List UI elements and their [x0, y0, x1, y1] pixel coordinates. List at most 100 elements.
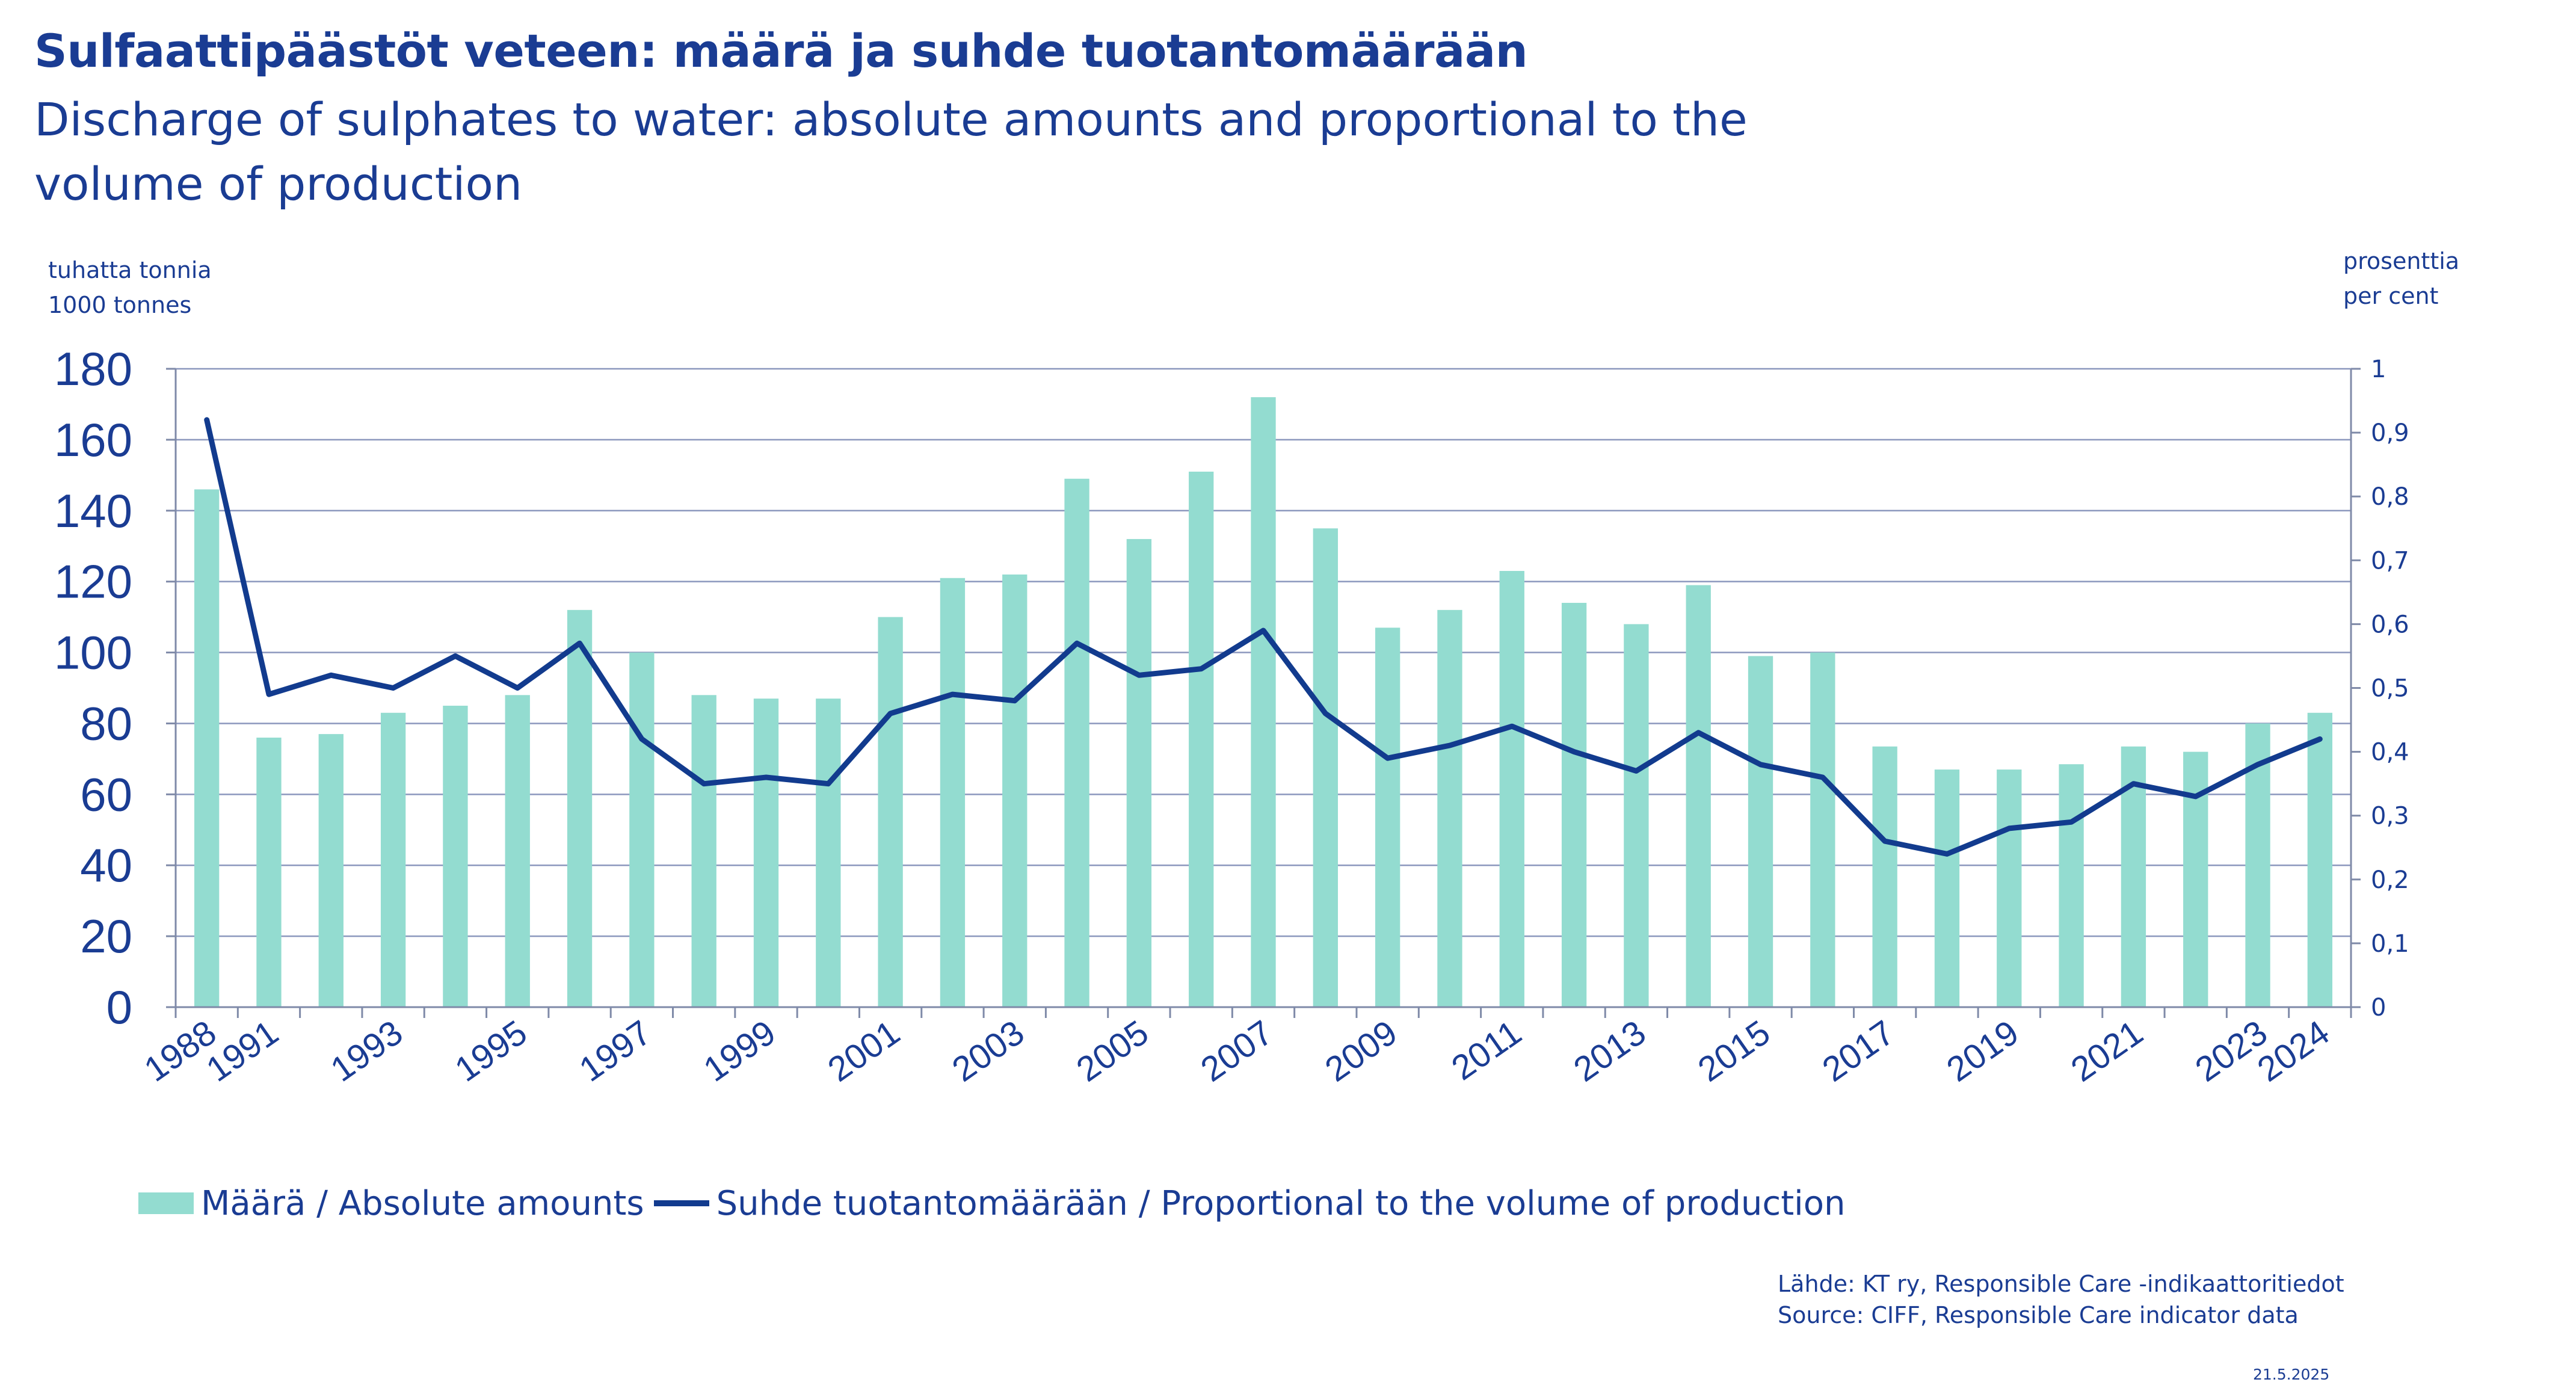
bar [753, 698, 779, 1007]
line-series [204, 417, 2323, 857]
legend-line-label: Suhde tuotantomäärään / Proportional to … [716, 1183, 1846, 1223]
line-point [765, 777, 767, 779]
left-tick-label: 40 [80, 839, 132, 892]
line-point [641, 738, 642, 740]
line-point [1200, 668, 1202, 670]
line-point [890, 712, 892, 714]
bar-series [194, 397, 2333, 1007]
left-tick-label: 60 [80, 768, 132, 821]
bar [1686, 585, 1711, 1007]
line-point [1884, 840, 1886, 842]
x-tick-label: 2007 [1194, 1013, 1280, 1089]
legend-bar-label: Määrä / Absolute amounts [201, 1183, 644, 1223]
bar [567, 609, 593, 1007]
bar [1126, 538, 1152, 1007]
line-point [1511, 726, 1513, 727]
line-point [454, 655, 456, 657]
tick-labels: 0 20 40 60 80 100 120 140 160 180 0 0,1 0,2 0,3 0,4 0,5… [54, 342, 2409, 1090]
chart-subtitle: Discharge of sulphates to water: absolut… [34, 93, 1748, 211]
line-point [517, 687, 519, 689]
line-point [206, 419, 208, 421]
right-tick-label: 0,3 [2371, 803, 2409, 830]
right-tick-label: 0,4 [2371, 739, 2409, 766]
left-unit-fi: tuhatta tonnia [48, 257, 212, 283]
left-axis-unit: tuhatta tonnia 1000 tonnes [48, 253, 212, 322]
right-tick-label: 0 [2371, 994, 2386, 1022]
line-point [1449, 744, 1450, 746]
right-tick-label: 0,8 [2371, 483, 2409, 511]
legend: Määrä / Absolute amounts Suhde tuotantom… [138, 1179, 1845, 1227]
right-unit-fi: prosenttia [2343, 248, 2460, 274]
x-tick-label: 2017 [1816, 1013, 1902, 1089]
left-unit-en: 1000 tonnes [48, 292, 192, 318]
left-tick-label: 80 [80, 697, 132, 750]
line-point [2257, 763, 2259, 765]
line-point [1387, 757, 1388, 759]
date-label: 21.5.2025 [2253, 1366, 2330, 1383]
bar [691, 695, 716, 1007]
line-point [2195, 795, 2196, 797]
line-point [2319, 738, 2321, 740]
legend-item-line: Suhde tuotantomäärään / Proportional to … [653, 1183, 1846, 1223]
x-tick-label: 1993 [324, 1013, 410, 1089]
legend-item-bars: Määrä / Absolute amounts [138, 1184, 644, 1223]
line-point [330, 674, 332, 676]
x-tick-label: 2015 [1691, 1013, 1777, 1089]
axes [166, 368, 2361, 1018]
bar [1934, 769, 1960, 1007]
bar [2307, 712, 2333, 1007]
line-point [827, 783, 829, 785]
x-tick-label: 2009 [1318, 1013, 1404, 1089]
x-tick-label: 2013 [1567, 1013, 1653, 1089]
line-swatch [653, 1200, 709, 1206]
bar [816, 698, 841, 1007]
left-tick-label: 160 [54, 413, 132, 466]
x-tick-label: 1999 [697, 1013, 783, 1089]
bar-swatch [138, 1192, 194, 1214]
line-point [392, 687, 394, 689]
left-tick-label: 140 [54, 484, 132, 537]
bar [1313, 528, 1338, 1007]
right-tick-label: 0,1 [2371, 930, 2409, 958]
left-tick-label: 20 [80, 910, 132, 963]
bar [380, 712, 406, 1007]
x-tick-label: 2019 [1940, 1013, 2026, 1089]
bar [1872, 746, 1897, 1007]
x-tick-label: 2005 [1070, 1013, 1156, 1089]
bar [1810, 652, 1835, 1007]
bar [256, 738, 282, 1007]
bar [2059, 764, 2084, 1007]
bar [1561, 603, 1587, 1007]
line-point [1138, 674, 1140, 676]
right-tick-label: 0,7 [2371, 547, 2409, 575]
right-tick-label: 0,2 [2371, 866, 2409, 894]
x-tick-label: 1991 [199, 1013, 285, 1089]
left-tick-label: 180 [54, 342, 132, 395]
line-point [1076, 643, 1078, 644]
left-tick-label: 120 [54, 555, 132, 608]
right-tick-label: 1 [2371, 356, 2386, 383]
x-tick-label: 2003 [945, 1013, 1031, 1089]
x-tick-label: 2024 [2251, 1013, 2337, 1089]
line-point [1635, 770, 1637, 772]
line-point [1698, 732, 1699, 733]
line-point [1263, 630, 1264, 632]
bar [1189, 471, 1214, 1007]
bar [443, 705, 468, 1007]
left-tick-label: 0 [106, 981, 132, 1034]
x-tick-label: 2011 [1444, 1013, 1528, 1088]
bar [878, 617, 903, 1007]
x-tick-label: 2021 [2064, 1013, 2150, 1089]
right-tick-label: 0,9 [2371, 419, 2409, 447]
line-point [1822, 777, 1823, 779]
bar [629, 652, 655, 1007]
left-tick-label: 100 [54, 626, 132, 679]
chart-title: Sulfaattipäästöt veteen: määrä ja suhde … [34, 24, 1528, 78]
x-tick-label: 1997 [572, 1013, 658, 1089]
x-tick-label: 2001 [821, 1013, 907, 1089]
line-point [1325, 712, 1327, 714]
bar [940, 578, 966, 1007]
bar [1375, 628, 1400, 1007]
right-tick-label: 0,6 [2371, 611, 2409, 638]
